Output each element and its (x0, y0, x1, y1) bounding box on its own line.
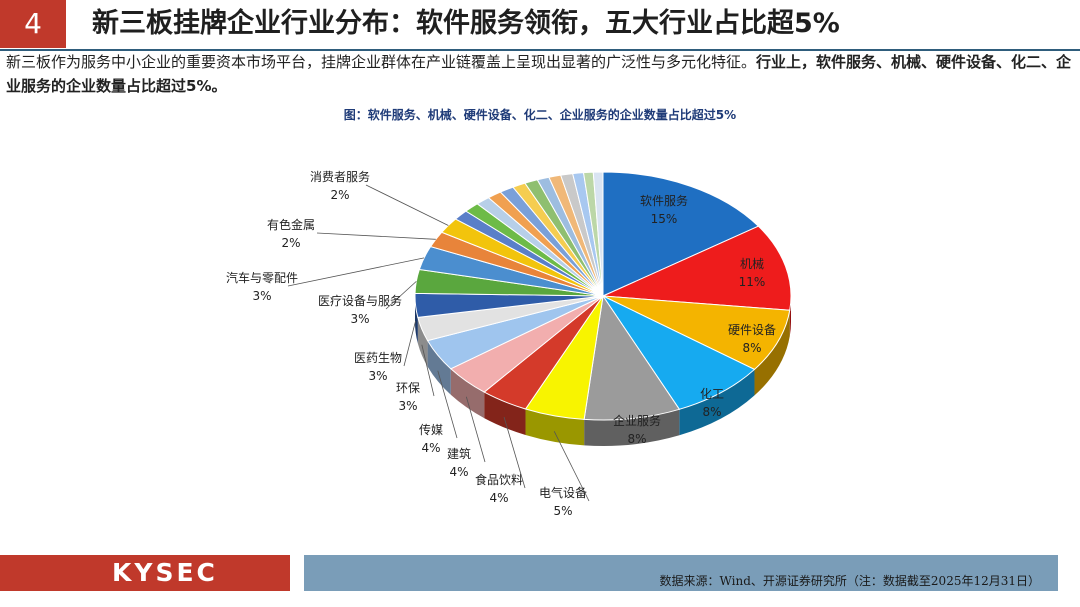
slice-value-13: 2% (281, 236, 300, 250)
leader-line-8 (437, 370, 458, 439)
pie-slice-0 (602, 171, 760, 297)
pie-side-3 (679, 369, 755, 436)
pie-side-4 (584, 409, 680, 446)
slice-value-2: 8% (742, 341, 761, 355)
leader-line-12 (287, 257, 425, 287)
pie-slice-2 (602, 295, 791, 371)
slice-label-3: 化工 (700, 387, 724, 401)
intro-highlight: 行业上，软件服务、机械、硬件设备、化二、企业服务的企业数量占比超过5%。 (6, 53, 1072, 95)
slice-value-4: 8% (627, 432, 646, 446)
pie-side-6 (484, 392, 526, 435)
slice-value-3: 8% (702, 405, 721, 419)
slice-value-11: 3% (350, 312, 369, 326)
leader-line-10 (403, 320, 416, 367)
figure-caption: 图：软件服务、机械、硬件设备、化二、企业服务的企业数量占比超过5% (343, 108, 737, 122)
slice-value-1: 11% (739, 275, 766, 289)
slice-value-10: 3% (368, 369, 387, 383)
slice-label-1: 机械 (740, 256, 764, 271)
slice-value-6: 4% (489, 491, 508, 505)
slice-label-8: 传媒 (419, 422, 443, 437)
pie-side-2 (754, 310, 790, 396)
slice-value-9: 3% (398, 399, 417, 413)
kysec-logo: KYSEC (0, 555, 290, 591)
pie-chart: 软件服务 15% 机械 11% 硬件设备 8% 化工 8% 企业服务 8% 电气设备 5% 食品饮料 4%… (226, 169, 792, 518)
pie-slice-1 (602, 225, 792, 311)
logo-text: KYSEC (112, 558, 218, 587)
intro-text: 新三板作为服务中小企业的重要资本市场平台，挂牌企业群体在产业链覆盖上呈现出显著的… (6, 53, 757, 71)
slice-value-7: 4% (449, 465, 468, 479)
footer-bar (304, 555, 1058, 591)
leader-line-9 (421, 344, 435, 397)
leader-line-14 (365, 184, 449, 226)
slice-label-0: 软件服务 (640, 193, 688, 208)
slice-label-14: 消费者服务 (310, 169, 370, 184)
slide-title: 新三板挂牌企业行业分布：软件服务领衔，五大行业占比超5% (92, 8, 840, 39)
slide-number: 4 (0, 0, 66, 48)
slice-label-7: 建筑 (447, 446, 471, 461)
slice-label-12: 汽车与零配件 (226, 270, 298, 285)
slice-value-8: 4% (421, 441, 440, 455)
slice-label-9: 环保 (396, 381, 420, 395)
slice-label-2: 硬件设备 (728, 323, 776, 337)
pie-side-7 (450, 368, 485, 419)
slice-label-11: 医疗设备与服务 (318, 293, 402, 308)
pie-slice-3 (601, 294, 756, 410)
slice-value-5: 5% (553, 504, 572, 518)
leader-line-7 (465, 396, 486, 463)
pie-slice-4 (583, 294, 681, 421)
pie-slice-27 (592, 171, 604, 297)
slice-label-4: 企业服务 (613, 413, 661, 428)
pie-side-9 (417, 317, 428, 367)
pie-side-group (415, 296, 791, 446)
pie-side-8 (427, 340, 451, 395)
data-source: 数据来源：Wind、开源证券研究所（注：数据截至2025年12月31日） (659, 574, 1040, 588)
leader-line-13 (316, 232, 436, 240)
intro-paragraph: 新三板作为服务中小企业的重要资本市场平台，挂牌企业群体在产业链覆盖上呈现出显著的… (6, 50, 1074, 98)
header-divider (0, 49, 1080, 51)
leader-line-6 (503, 416, 526, 489)
slice-label-10: 医药生物 (354, 351, 402, 365)
pie-label-group: 软件服务 15% 机械 11% 硬件设备 8% 化工 8% 企业服务 8% 电气设备 5% 食品饮料 4%… (226, 169, 776, 518)
leader-line-11 (385, 281, 417, 310)
leader-line-5 (553, 431, 590, 502)
pie-top-group (414, 171, 792, 421)
slice-value-14: 2% (330, 188, 349, 202)
slice-label-13: 有色金属 (267, 217, 315, 232)
slice-label-6: 食品饮料 (475, 472, 523, 487)
slice-label-5: 电气设备 (539, 485, 587, 500)
slice-value-12: 3% (252, 289, 271, 303)
slice-value-0: 15% (651, 212, 678, 226)
